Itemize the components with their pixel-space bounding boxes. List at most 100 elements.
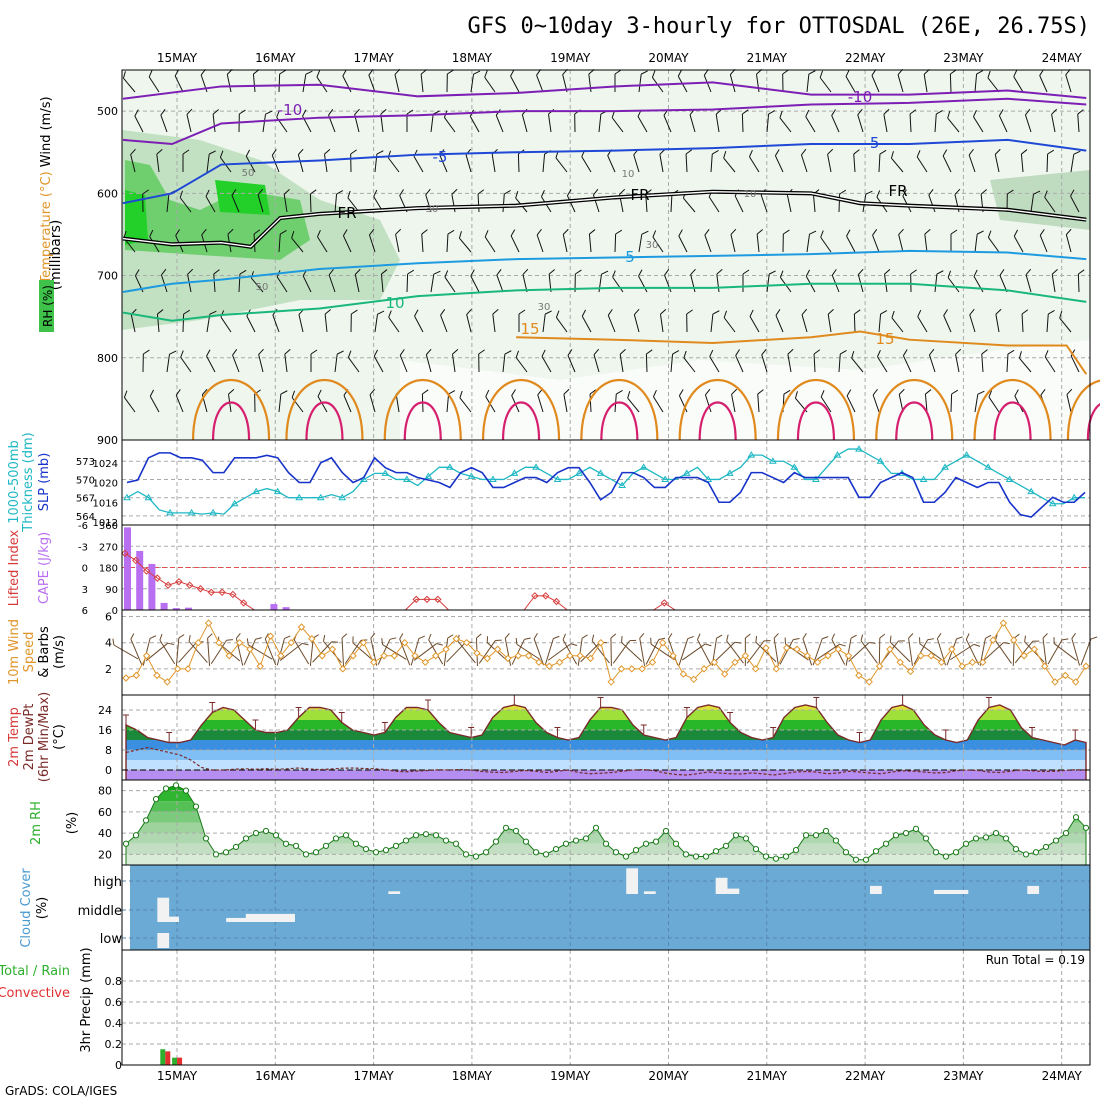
wind-barb-staff — [271, 155, 280, 173]
rh-marker — [1052, 837, 1060, 844]
wind-barb-staff — [949, 73, 952, 93]
wind-speed-marker — [1030, 645, 1039, 653]
wind-barb-staff — [459, 397, 472, 413]
wind-barb-staff — [536, 75, 544, 93]
wind-barb-staff — [252, 74, 256, 93]
wind-barb-staff — [246, 315, 256, 333]
wind-barb-staff — [1065, 234, 1072, 253]
wind-barb-staff — [387, 157, 400, 173]
y-tick-label: 600 — [97, 187, 118, 200]
rh-marker — [572, 837, 580, 844]
wind-barb — [607, 309, 616, 333]
wind-barb-staff — [160, 274, 168, 293]
barb-staff — [544, 638, 554, 666]
wind-barb-10m — [377, 637, 397, 665]
barb-flag — [428, 633, 432, 641]
wind-barb — [470, 70, 481, 93]
barb-flag — [1053, 637, 1055, 644]
barb-staff — [913, 639, 929, 665]
temp-band — [126, 710, 1086, 720]
wind-barb-staff — [373, 356, 384, 373]
wind-barb-staff — [1046, 153, 1049, 173]
temp-ylabel: 2m Temp 2m DewPt (6hr Min/Max) (°C) — [7, 692, 67, 782]
wind-barb-flag — [536, 228, 542, 236]
slp-ylabel-line: SLP (mb) — [37, 453, 52, 512]
panels-group: 15MAY 15MAY 16MAY 16MAY 17MAY 17MAY 18MAY 18MAY… — [0, 51, 1100, 1083]
wind-barb — [947, 270, 960, 293]
li-marker — [218, 588, 226, 596]
date-label-top: 16MAY — [255, 51, 296, 65]
contour-label: 10 — [744, 189, 757, 200]
wind-barb-flag — [712, 150, 719, 155]
rh-marker — [582, 835, 590, 842]
wind-barb-flag — [376, 150, 384, 155]
wind-barb-staff — [466, 314, 472, 333]
wind-barb — [123, 390, 136, 413]
wind-barb-flag — [143, 349, 150, 355]
wind-speed-marker — [927, 652, 935, 660]
rh-marker — [962, 840, 970, 847]
wind-barb-staff — [123, 77, 136, 93]
barb-flag — [831, 633, 835, 640]
wind-barb-flag — [310, 189, 317, 195]
thickness-marker — [639, 463, 648, 470]
wind-barb-flag — [690, 268, 696, 275]
wind-barb-10m — [848, 641, 876, 662]
wind-barb — [142, 349, 150, 373]
wind-barb-flag — [709, 349, 714, 357]
wind-barb — [801, 308, 808, 333]
wind-barb-flag — [1025, 108, 1031, 116]
date-label-bottom: 22MAY — [845, 1069, 886, 1083]
wind-barb-flag — [399, 189, 404, 196]
wind-barb-staff — [607, 155, 616, 173]
wind-barb-staff — [891, 157, 904, 173]
wind-barb — [1013, 69, 1024, 93]
wind-barb-staff — [212, 114, 216, 133]
wind-barb-10m — [562, 633, 578, 665]
wind-barb-staff — [556, 317, 568, 333]
rh-marker — [932, 849, 940, 856]
wind-barb-staff — [166, 194, 170, 213]
wind-speed-marker — [215, 638, 223, 647]
wind-speed-marker — [741, 652, 750, 660]
wind-barb — [756, 229, 763, 253]
wind-barb-flag — [664, 269, 670, 276]
wind-barb-flag — [994, 148, 1001, 155]
wind-speed-marker — [122, 674, 130, 682]
wind-barb-flag — [459, 390, 463, 398]
cloud-cover-bg — [130, 865, 1090, 950]
wind-barb — [1046, 149, 1055, 173]
thickness-marker — [532, 463, 540, 470]
y-tick-label: 900 — [97, 434, 118, 447]
wind-barb-flag — [857, 268, 864, 275]
rh-marker — [202, 835, 210, 842]
wind-barb-staff — [446, 394, 450, 413]
rh-shade-region — [125, 190, 148, 245]
wind-barb-staff — [950, 393, 953, 413]
li-marker — [541, 592, 550, 600]
panel-frame — [121, 609, 1091, 696]
wind-barb-staff — [470, 74, 475, 93]
wind-barb — [638, 70, 648, 93]
wind-barb — [368, 228, 376, 253]
wind-barb-staff — [394, 74, 400, 93]
wind-barb-flag — [422, 389, 429, 395]
rh-shade-region — [400, 340, 1090, 440]
wind-barb-staff — [420, 74, 424, 93]
rh-marker — [742, 835, 750, 842]
barb-flag — [860, 634, 864, 641]
wind-barb-flag — [548, 269, 555, 275]
wind-barb — [787, 348, 794, 373]
wind-barb-flag — [406, 109, 414, 115]
wind-barb-10m — [845, 634, 857, 666]
wind-barb — [1044, 350, 1056, 373]
wind-barb-flag — [854, 309, 861, 315]
wind-barb-staff — [916, 156, 928, 173]
barb-flag — [167, 642, 175, 646]
thickness-marker — [209, 508, 217, 516]
wind-barb — [917, 309, 928, 333]
wind-barb-flag — [936, 110, 943, 115]
barb-staff — [276, 638, 285, 666]
wind-barb-flag — [209, 310, 217, 315]
wind-barb — [1030, 190, 1041, 213]
